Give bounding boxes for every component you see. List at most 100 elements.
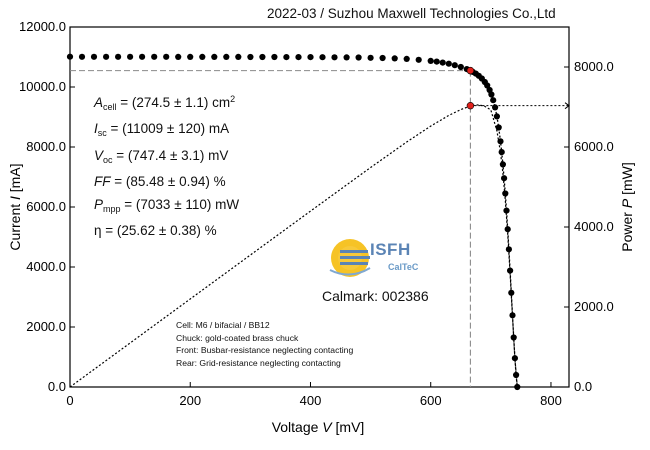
left-tick-label: 4000.0	[26, 259, 66, 274]
iv-data-point	[451, 62, 458, 69]
iv-data-point	[508, 289, 515, 296]
x-tick-label: 600	[420, 393, 442, 408]
iv-data-point	[503, 207, 510, 214]
logo-text: ISFH	[370, 240, 411, 259]
iv-data-point	[457, 63, 464, 71]
note-line: Rear: Grid-resistance neglecting contact…	[176, 357, 341, 368]
iv-data-point	[511, 355, 518, 362]
iv-data-point	[139, 53, 146, 60]
iv-data-point	[199, 53, 206, 61]
cell-parameters: Acell = (274.5 ± 1.1) cm2 Isc = (11009 ±…	[94, 88, 239, 242]
iv-data-point	[498, 149, 505, 156]
iv-data-point	[513, 371, 520, 379]
iv-data-point	[507, 267, 514, 274]
mpp-current-marker	[466, 66, 475, 75]
x-tick-label: 800	[540, 393, 562, 408]
iv-data-point	[427, 57, 434, 64]
isfh-sun-icon	[329, 239, 371, 277]
note-line: Cell: M6 / bifacial / BB12	[176, 320, 270, 330]
power-guide-arrow	[564, 102, 570, 110]
iv-data-point	[501, 175, 508, 182]
left-tick-label: 12000.0	[19, 19, 66, 34]
iv-data-point	[504, 226, 511, 233]
note-line: Chuck: gold-coated brass chuck	[176, 332, 299, 343]
y-axis-left-label: Current I [mA]	[7, 163, 23, 250]
left-tick-label: 2000.0	[26, 319, 66, 334]
right-tick-label: 4000.0	[574, 219, 614, 234]
iv-tail-line	[486, 85, 518, 388]
iv-data-point	[415, 56, 422, 63]
iv-data-point	[175, 53, 182, 61]
x-tick-label: 0	[66, 393, 73, 408]
iv-data-point	[343, 54, 350, 61]
x-axis-ticks: 0 200 400 600 800	[66, 382, 562, 408]
iv-data-point	[223, 53, 230, 61]
iv-data-point	[115, 53, 122, 60]
chart-title: 2022-03 / Suzhou Maxwell Technologies Co…	[267, 6, 556, 21]
param-ff: FF = (85.48 ± 0.94) %	[94, 174, 226, 190]
iv-data-point	[502, 190, 509, 197]
right-tick-label: 6000.0	[574, 139, 614, 154]
iv-data-point	[367, 54, 374, 61]
iv-data-point	[187, 53, 194, 61]
left-tick-label: 8000.0	[26, 139, 66, 154]
iv-data-point	[127, 53, 134, 60]
iv-data-point	[505, 246, 512, 253]
iv-data-point	[247, 53, 254, 61]
left-tick-label: 10000.0	[19, 79, 66, 94]
iv-data-point	[445, 60, 452, 67]
iv-data-point	[235, 53, 242, 61]
right-axis-ticks: 0.0 2000.0 4000.0 6000.0 8000.0	[564, 59, 614, 394]
param-area: Acell = (274.5 ± 1.1) cm2	[94, 94, 236, 112]
iv-data-point	[497, 138, 504, 145]
iv-data-point	[355, 54, 362, 61]
x-axis-label: Voltage V [mV]	[272, 419, 365, 435]
logo-subtext: CalTeC	[388, 262, 419, 272]
iv-data-point	[403, 55, 410, 63]
iv-data-point	[151, 53, 158, 60]
iv-data-point	[433, 58, 440, 65]
calmark-label: Calmark: 002386	[322, 288, 429, 304]
iv-data-point	[499, 161, 506, 168]
iv-data-point	[379, 54, 386, 62]
x-tick-label: 400	[300, 393, 322, 408]
iv-data-point	[78, 53, 86, 60]
iv-data-point	[509, 312, 516, 319]
iv-data-point	[492, 104, 499, 111]
param-isc: Isc = (11009 ± 120) mA	[94, 121, 230, 139]
iv-data-point	[488, 91, 495, 98]
mpp-guide-lines	[70, 70, 570, 387]
right-tick-label: 0.0	[574, 379, 592, 394]
iv-curve	[66, 53, 521, 391]
note-line: Front: Busbar-resistance neglecting cont…	[176, 345, 354, 356]
y-axis-right-label: Power P [mW]	[619, 162, 635, 251]
iv-data-point	[307, 54, 314, 61]
param-efficiency: η = (25.62 ± 0.38) %	[94, 223, 217, 239]
iv-data-point	[90, 53, 98, 60]
iv-data-point	[271, 53, 278, 61]
right-tick-label: 8000.0	[574, 59, 614, 74]
iv-data-point	[66, 53, 74, 60]
iv-data-point	[283, 54, 290, 61]
x-tick-label: 200	[179, 393, 201, 408]
mpp-power-marker	[466, 101, 475, 110]
param-pmpp: Pmpp = (7033 ± 110) mW	[94, 196, 240, 214]
measurement-notes: Cell: M6 / bifacial / BB12 Chuck: gold-c…	[176, 319, 353, 369]
iv-data-point	[495, 124, 502, 131]
iv-data-point	[391, 55, 398, 62]
iv-data-point	[319, 54, 326, 61]
iv-data-point	[259, 53, 266, 61]
iv-data-point	[490, 97, 497, 104]
iv-data-point	[295, 54, 302, 61]
iv-data-point	[163, 53, 170, 60]
iv-data-point	[439, 59, 446, 66]
iv-data-point	[493, 113, 500, 120]
iv-data-point	[103, 53, 110, 60]
isfh-logo: ISFH CalTeC	[326, 234, 438, 284]
left-tick-label: 0.0	[48, 379, 66, 394]
param-voc: Voc = (747.4 ± 3.1) mV	[94, 147, 229, 165]
left-axis-ticks: 0.0 2000.0 4000.0 6000.0 8000.0 10000.0 12000.…	[19, 19, 75, 394]
iv-data-point	[331, 54, 338, 61]
right-tick-label: 2000.0	[574, 299, 614, 314]
